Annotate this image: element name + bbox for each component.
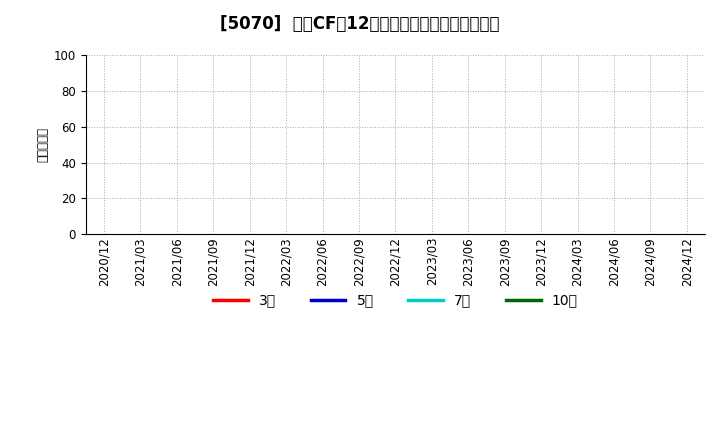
Text: [5070]  営業CFの12か月移動合計の平均値の推移: [5070] 営業CFの12か月移動合計の平均値の推移 [220,15,500,33]
Y-axis label: （百万円）: （百万円） [37,127,50,162]
Legend: 3年, 5年, 7年, 10年: 3年, 5年, 7年, 10年 [207,288,583,313]
